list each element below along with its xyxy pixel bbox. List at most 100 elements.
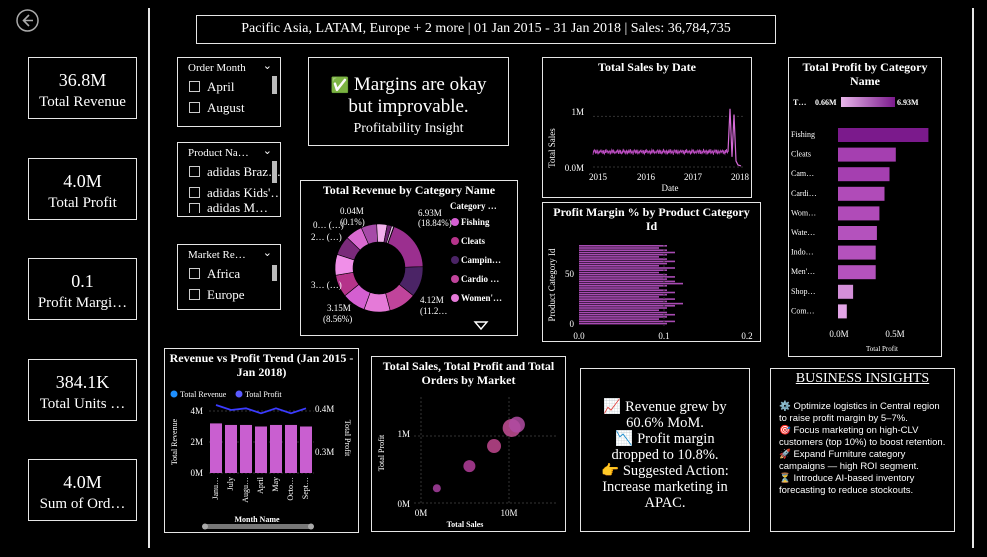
revenue-bar[interactable]	[270, 424, 282, 473]
profit-bar[interactable]	[838, 147, 896, 162]
margin-bar[interactable]	[579, 280, 675, 283]
profit-bar[interactable]	[838, 167, 890, 182]
checkbox[interactable]	[189, 268, 200, 279]
data-label: 3… (…)	[311, 280, 342, 290]
slicer-option[interactable]: adidas Braz…	[178, 161, 280, 182]
margin-bar[interactable]	[579, 293, 667, 296]
legend-item-cleats[interactable]: Cleats	[451, 236, 485, 246]
triangle-down-icon[interactable]	[473, 321, 489, 331]
scrollbar[interactable]	[272, 161, 277, 183]
slicer-order-month[interactable]: Order Month ⌄ April August	[177, 57, 281, 127]
scrollbar[interactable]	[272, 76, 277, 94]
margin-bar[interactable]	[579, 307, 667, 309]
profit-bar[interactable]	[838, 206, 880, 221]
margin-bar[interactable]	[579, 273, 667, 276]
margin-bar[interactable]	[579, 291, 675, 294]
business-insights-card: BUSINESS INSIGHTS ⚙️ Optimize logistics …	[770, 368, 955, 532]
margin-bar[interactable]	[579, 258, 667, 260]
margin-bar[interactable]	[579, 302, 683, 305]
margin-bar[interactable]	[579, 278, 667, 280]
margin-bar[interactable]	[579, 251, 675, 254]
slicer-header[interactable]: Order Month ⌄	[178, 58, 280, 74]
margin-bar[interactable]	[579, 245, 667, 247]
market-point[interactable]	[463, 460, 476, 473]
legend-item-camping[interactable]: Campin…	[451, 255, 501, 265]
back-arrow-icon[interactable]	[15, 8, 40, 33]
margin-bar[interactable]	[579, 249, 667, 251]
legend-item-cardio[interactable]: Cardio …	[451, 274, 499, 284]
margin-bar[interactable]	[579, 289, 667, 291]
donut-slice[interactable]	[387, 226, 424, 268]
checkbox[interactable]	[189, 102, 200, 113]
checkbox[interactable]	[189, 187, 200, 198]
slicer-header[interactable]: Product Na… ⌄	[178, 143, 280, 159]
profit-bar[interactable]	[838, 226, 877, 240]
margin-bar[interactable]	[579, 282, 683, 285]
profit-bar[interactable]	[838, 284, 854, 299]
market-point[interactable]	[508, 416, 525, 433]
chevron-down-icon[interactable]: ⌄	[262, 144, 272, 157]
margin-bar[interactable]	[579, 296, 659, 298]
checkbox[interactable]	[189, 81, 200, 92]
market-point[interactable]	[487, 439, 502, 454]
margin-bar[interactable]	[579, 287, 659, 289]
slicer-option-africa[interactable]: Africa	[178, 263, 280, 284]
profit-bar[interactable]	[838, 245, 876, 260]
x-tick: July	[226, 477, 235, 490]
profit-bar[interactable]	[838, 304, 847, 319]
slicer-market-region[interactable]: Market Re… ⌄ Africa Europe	[177, 244, 281, 310]
margin-bar[interactable]	[579, 320, 675, 323]
checkbox[interactable]	[189, 166, 200, 177]
margin-bar[interactable]	[579, 271, 659, 274]
scrollbar-handle-left[interactable]	[202, 523, 208, 530]
donut-slice[interactable]	[387, 226, 395, 244]
revenue-bar[interactable]	[210, 423, 222, 473]
market-point[interactable]	[432, 484, 441, 493]
slicer-product-name[interactable]: Product Na… ⌄ adidas Braz… adidas Kids'… …	[177, 142, 281, 217]
margin-bar[interactable]	[579, 316, 667, 318]
margin-bar[interactable]	[579, 305, 675, 307]
profit-bar[interactable]	[838, 265, 876, 280]
margin-bar[interactable]	[579, 256, 659, 258]
revenue-bar[interactable]	[255, 426, 267, 474]
margin-bar[interactable]	[579, 285, 667, 287]
checkbox[interactable]	[189, 289, 200, 300]
legend-item-total-revenue[interactable]: Total Revenue	[170, 390, 227, 399]
margin-bar[interactable]	[579, 298, 675, 300]
revenue-bar[interactable]	[285, 424, 297, 473]
legend-item-fishing[interactable]: Fishing	[451, 217, 490, 227]
checkbox[interactable]	[189, 203, 200, 213]
margin-bar[interactable]	[579, 318, 659, 320]
margin-bar[interactable]	[579, 300, 667, 303]
legend-item-total-profit[interactable]: Total Profit	[235, 390, 283, 399]
margin-bar[interactable]	[579, 269, 667, 271]
scrollbar-handle-right[interactable]	[308, 523, 314, 530]
margin-bar[interactable]	[579, 267, 675, 269]
slicer-option-april[interactable]: April	[178, 76, 280, 97]
slicer-option[interactable]: adidas Kids'…	[178, 182, 280, 203]
chevron-down-icon[interactable]: ⌄	[262, 59, 272, 72]
slicer-option[interactable]: adidas M…	[178, 203, 280, 213]
revenue-bar[interactable]	[225, 424, 237, 473]
chevron-down-icon[interactable]: ⌄	[262, 246, 272, 259]
profit-bar[interactable]	[838, 186, 885, 201]
margin-bar[interactable]	[579, 247, 659, 249]
scrollbar[interactable]	[272, 265, 277, 281]
margin-bar[interactable]	[579, 322, 667, 325]
margin-bar[interactable]	[579, 309, 659, 311]
margin-bar[interactable]	[579, 311, 667, 314]
margin-bar[interactable]	[579, 253, 667, 256]
slicer-option-august[interactable]: August	[178, 97, 280, 118]
profit-bar[interactable]	[838, 128, 929, 142]
margin-bar[interactable]	[579, 276, 675, 278]
slicer-header[interactable]: Market Re… ⌄	[178, 245, 280, 261]
revenue-bar[interactable]	[300, 426, 312, 474]
margin-bar[interactable]	[579, 313, 675, 316]
margin-bar[interactable]	[579, 265, 659, 267]
legend-item-womens[interactable]: Women'…	[451, 293, 502, 303]
horizontal-scrollbar[interactable]	[203, 524, 313, 529]
slicer-option-europe[interactable]: Europe	[178, 284, 280, 305]
margin-bar[interactable]	[579, 260, 675, 263]
margin-bar[interactable]	[579, 262, 667, 265]
revenue-bar[interactable]	[240, 424, 252, 473]
